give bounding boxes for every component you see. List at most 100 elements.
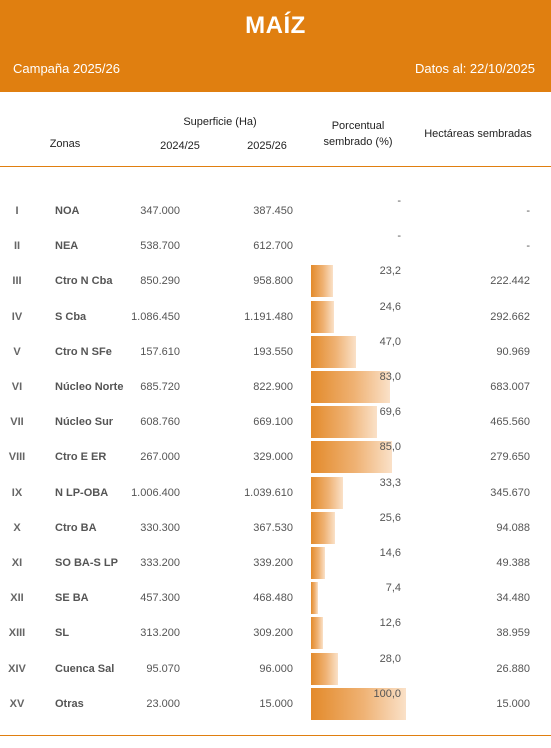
- row-surface-2025: 193.550: [253, 345, 293, 358]
- row-number: XIII: [8, 627, 26, 640]
- row-surface-2025: 1.191.480: [244, 310, 293, 323]
- row-surface-2024: 457.300: [140, 592, 180, 605]
- row-pct-label: 85,0: [379, 441, 401, 454]
- pct-bar: [311, 582, 319, 615]
- row-hectares: 38.959: [496, 627, 530, 640]
- row-surface-2025: 822.900: [253, 381, 293, 393]
- row-surface-2025: 96.000: [259, 662, 293, 675]
- row-zone: SE BA: [55, 592, 89, 605]
- column-header-sembrado: sembrado (%): [323, 136, 393, 148]
- row-hectares: 49.388: [496, 557, 530, 569]
- row-hectares: 94.088: [496, 521, 530, 534]
- column-header-zonas: Zonas: [49, 138, 81, 150]
- row-surface-2024: 850.290: [140, 275, 180, 288]
- row-number: XI: [11, 557, 23, 569]
- row-number: VIII: [8, 451, 26, 464]
- row-pct-label: -: [397, 230, 401, 243]
- row-zone: SO BA-S LP: [55, 557, 118, 569]
- row-hectares: -: [526, 240, 530, 253]
- row-surface-2025: 387.450: [253, 205, 293, 217]
- pct-bar: [311, 371, 390, 403]
- pct-bar: [311, 687, 406, 720]
- row-pct-label: -: [397, 195, 401, 207]
- row-pct-label: 28,0: [379, 652, 401, 665]
- row-number: IV: [11, 310, 23, 323]
- pct-bar: [311, 476, 343, 509]
- row-surface-2025: 15.000: [259, 697, 293, 710]
- header-banner: MAÍZ Campaña 2025/26 Datos al: 22/10/202…: [0, 0, 551, 92]
- pct-bar: [311, 300, 335, 333]
- row-pct-label: 14,6: [379, 547, 401, 559]
- pct-bar: [311, 617, 323, 650]
- row-surface-2024: 538.700: [140, 240, 180, 253]
- row-surface-2024: 330.300: [140, 521, 180, 534]
- row-surface-2025: 669.100: [253, 416, 293, 429]
- row-zone: Ctro N SFe: [55, 345, 112, 358]
- row-pct-label: 33,3: [379, 476, 401, 489]
- row-surface-2024: 23.000: [146, 697, 180, 710]
- row-hectares: -: [526, 205, 530, 217]
- row-surface-2024: 313.200: [140, 627, 180, 640]
- pct-bar: [311, 335, 356, 368]
- column-header-2025: 2025/26: [247, 140, 287, 152]
- row-pct-label: 24,6: [379, 300, 401, 313]
- row-number: XIV: [8, 662, 26, 675]
- row-pct-label: 69,6: [379, 406, 401, 419]
- row-surface-2024: 1.006.400: [131, 486, 180, 499]
- row-hectares: 279.650: [490, 451, 530, 464]
- row-surface-2024: 608.760: [140, 416, 180, 429]
- row-number: V: [13, 345, 21, 358]
- row-number: X: [13, 521, 21, 534]
- row-pct-label: 23,2: [379, 265, 401, 278]
- data-date-label: Datos al: 22/10/2025: [415, 61, 535, 76]
- row-zone: Núcleo Sur: [55, 416, 114, 429]
- row-surface-2024: 95.070: [146, 662, 180, 675]
- row-hectares: 34.480: [496, 592, 530, 605]
- row-zone: Núcleo Norte: [55, 381, 124, 393]
- row-hectares: 26.880: [496, 662, 530, 675]
- row-pct-label: 100,0: [373, 687, 401, 700]
- row-zone: N LP-OBA: [55, 486, 109, 499]
- row-surface-2025: 612.700: [253, 240, 293, 253]
- row-hectares: 222.442: [490, 275, 530, 288]
- row-zone: Cuenca Sal: [55, 662, 115, 675]
- row-surface-2024: 1.086.450: [131, 310, 180, 323]
- row-number: XV: [9, 697, 25, 710]
- row-zone: Ctro E ER: [55, 451, 107, 464]
- row-surface-2025: 329.000: [253, 451, 293, 464]
- row-hectares: 90.969: [496, 345, 530, 358]
- row-number: IX: [11, 486, 23, 499]
- row-hectares: 292.662: [490, 310, 530, 323]
- campaign-label: Campaña 2025/26: [13, 61, 120, 76]
- row-surface-2024: 333.200: [140, 557, 180, 569]
- pct-bar: [311, 265, 334, 298]
- row-surface-2024: 157.610: [140, 345, 180, 358]
- row-surface-2024: 685.720: [140, 381, 180, 393]
- row-pct-label: 47,0: [379, 335, 401, 348]
- pct-bar: [311, 441, 392, 474]
- row-number: I: [15, 205, 19, 217]
- row-surface-2025: 367.530: [253, 521, 293, 534]
- row-number: III: [12, 275, 22, 288]
- row-surface-2025: 339.200: [253, 557, 293, 569]
- pct-bar: [311, 547, 325, 579]
- row-surface-2024: 267.000: [140, 451, 180, 464]
- column-header-2024: 2024/25: [160, 140, 200, 152]
- row-surface-2025: 468.480: [253, 592, 293, 605]
- header-divider: [0, 166, 551, 167]
- row-hectares: 345.670: [490, 486, 530, 499]
- page-title: MAÍZ: [245, 12, 306, 39]
- row-zone: SL: [55, 627, 70, 640]
- row-zone: Ctro N Cba: [55, 275, 113, 288]
- column-header-porcentual: Porcentual: [331, 120, 385, 132]
- column-header-superficie: Superficie (Ha): [183, 116, 257, 128]
- row-pct-label: 83,0: [379, 371, 401, 383]
- pct-bar: [311, 511, 336, 544]
- row-hectares: 683.007: [490, 381, 530, 393]
- row-pct-label: 7,4: [385, 582, 401, 595]
- row-surface-2025: 958.800: [253, 275, 293, 288]
- row-hectares: 15.000: [496, 697, 530, 710]
- pct-bar: [311, 406, 378, 439]
- row-surface-2025: 1.039.610: [244, 486, 293, 499]
- row-zone: Ctro BA: [55, 521, 97, 534]
